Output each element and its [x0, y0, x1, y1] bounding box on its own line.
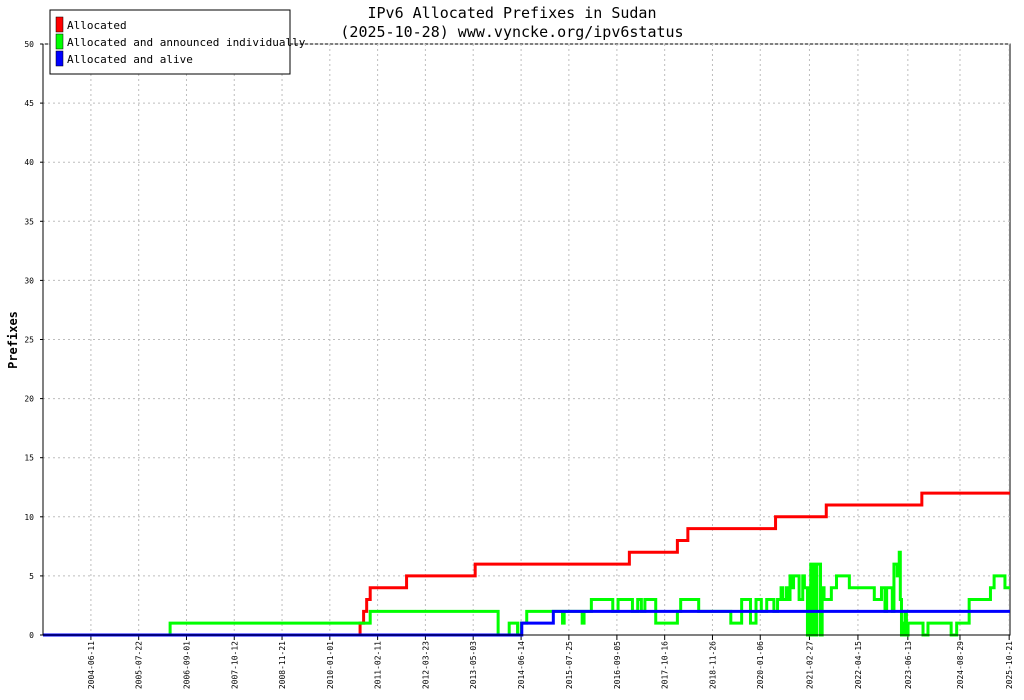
chart-subtitle: (2025-10-28) www.vyncke.org/ipv6status: [340, 23, 683, 41]
x-tick-label: 2022-04-15: [854, 641, 863, 689]
x-tick-label: 2024-08-29: [956, 641, 965, 689]
x-tick-label: 2004-06-11: [87, 641, 96, 689]
legend-swatch-alive: [55, 50, 64, 67]
y-tick-label: 40: [24, 158, 34, 167]
x-tick-label: 2017-10-16: [661, 641, 670, 689]
chart-title: IPv6 Allocated Prefixes in Sudan: [368, 4, 657, 22]
legend-label-alive: Allocated and alive: [67, 53, 193, 66]
x-tick-label: 2012-03-23: [421, 641, 430, 689]
x-tick-label: 2016-09-05: [613, 641, 622, 689]
y-tick-label: 10: [24, 513, 34, 522]
y-tick-label: 20: [24, 395, 34, 404]
x-tick-labels: 2004-06-11 2005-07-22 2006-09-01 2007-10-12…: [87, 635, 1014, 689]
x-tick-label: 2025-10-21: [1005, 641, 1014, 689]
x-tick-label: 2018-11-26: [708, 641, 717, 689]
y-tick-label: 25: [24, 336, 34, 345]
x-tick-label: 2007-10-12: [230, 641, 239, 689]
y-tick-label: 45: [24, 99, 34, 108]
x-tick-label: 2013-05-03: [469, 641, 478, 689]
y-tick-label: 5: [29, 572, 34, 581]
y-axis-label: Prefixes: [6, 311, 20, 369]
x-tick-label: 2015-07-25: [565, 641, 574, 689]
x-gridlines: [90, 44, 1010, 635]
x-tick-label: 2021-02-27: [805, 641, 814, 689]
legend-swatch-announced: [55, 33, 64, 50]
y-tick-label: 50: [24, 40, 34, 49]
y-tick-label: 35: [24, 217, 34, 226]
x-tick-label: 2020-01-06: [756, 641, 765, 689]
y-tick-labels: 0 5 10 15 20 25 30 35 40 45 50: [24, 40, 43, 640]
legend: Allocated Allocated and announced indivi…: [49, 9, 306, 75]
series-line-0: [43, 491, 1010, 637]
legend-label-allocated: Allocated: [67, 19, 127, 32]
x-tick-label: 2023-06-13: [904, 641, 913, 689]
legend-box: [49, 9, 291, 75]
y-gridlines: [43, 43, 1010, 577]
y-tick-label: 0: [29, 631, 34, 640]
x-tick-label: 2011-02-11: [374, 641, 383, 689]
legend-label-announced: Allocated and announced individually: [67, 36, 306, 49]
x-tick-label: 2014-06-14: [517, 641, 526, 689]
y-tick-label: 15: [24, 454, 34, 463]
x-tick-label: 2010-01-01: [326, 641, 335, 689]
x-tick-label: 2005-07-22: [135, 641, 144, 689]
x-tick-label: 2006-09-01: [182, 641, 191, 689]
y-tick-label: 30: [24, 276, 34, 285]
legend-swatch-allocated: [55, 16, 64, 33]
x-tick-label: 2008-11-21: [278, 641, 287, 689]
